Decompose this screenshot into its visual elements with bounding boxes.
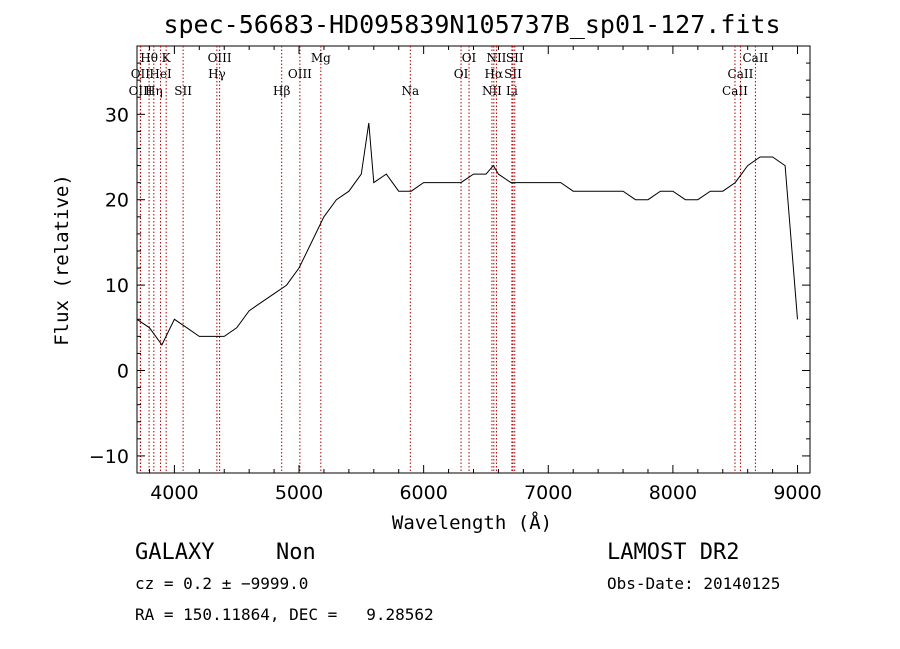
line-marker-label: NII	[482, 84, 502, 98]
line-marker-label: Hη	[145, 84, 163, 98]
line-marker-label: OI	[454, 67, 469, 81]
line-marker-label: Mg	[311, 51, 331, 65]
x-tick-label: 5000	[275, 482, 323, 504]
x-tick-label: 8000	[649, 482, 697, 504]
y-tick-label: 10	[105, 275, 129, 297]
object-class: GALAXY	[135, 540, 215, 565]
object-subclass: Non	[276, 540, 316, 565]
line-marker-label: Hθ	[140, 51, 158, 65]
x-tick-label: 9000	[773, 482, 821, 504]
line-marker-label: SII	[506, 51, 524, 65]
line-marker-label: Li	[506, 84, 518, 98]
y-tick-label: −10	[89, 446, 129, 468]
line-marker-label: HeI	[149, 67, 172, 81]
plot-frame	[136, 45, 811, 474]
line-marker-label: Hα	[485, 67, 504, 81]
line-marker-label: CaII	[722, 84, 748, 98]
line-marker-label: CaII	[728, 67, 754, 81]
y-axis-ticks: −10 0 10 20 30	[89, 62, 810, 468]
y-tick-label: 20	[105, 190, 129, 212]
line-marker-label: SII	[174, 84, 192, 98]
obs-date: Obs-Date: 20140125	[607, 574, 781, 593]
spectral-line-markers: HθOIIOIIIHηHeIKSIIOIIIHγHβOIIIMgNaOIOINI…	[129, 46, 769, 473]
line-marker-label: SII	[504, 67, 522, 81]
chart-title: spec-56683-HD095839N105737B_sp01-127.fit…	[163, 10, 780, 39]
line-marker-label: OI	[462, 51, 477, 65]
line-marker-label: OIII	[129, 84, 153, 98]
survey-name: LAMOST DR2	[607, 540, 740, 565]
x-tick-label: 6000	[399, 482, 447, 504]
line-marker-label: K	[162, 51, 172, 65]
x-tick-label: 7000	[524, 482, 572, 504]
spectrum-line	[136, 122, 798, 346]
line-marker-label: Hγ	[208, 67, 226, 81]
spectrum-series	[136, 122, 798, 346]
line-marker-label: OIII	[208, 51, 232, 65]
y-tick-label: 30	[105, 104, 129, 126]
redshift-readout: cz = 0.2 ± −9999.0	[135, 574, 309, 593]
line-marker-label: NII	[486, 51, 506, 65]
x-axis-label: Wavelength (Å)	[392, 511, 552, 534]
x-tick-label: 4000	[150, 482, 198, 504]
line-marker-label: CaII	[742, 51, 768, 65]
line-marker-label: OIII	[288, 67, 312, 81]
y-axis-label: Flux (relative)	[51, 174, 73, 346]
line-marker-label: Hβ	[273, 84, 290, 98]
line-marker-label: Na	[401, 84, 419, 98]
y-tick-label: 0	[117, 361, 129, 383]
x-axis-ticks: 4000 5000 6000 7000 8000 9000	[148, 46, 822, 504]
coordinates: RA = 150.11864, DEC = 9.28562	[135, 605, 434, 624]
